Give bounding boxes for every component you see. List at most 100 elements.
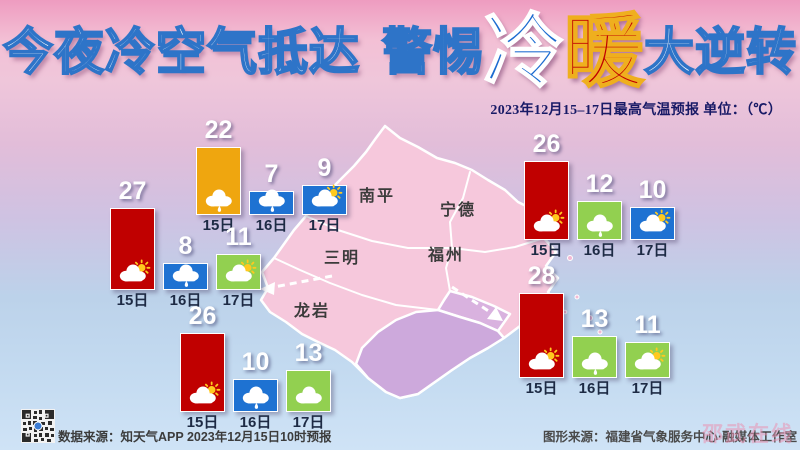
data-source-text: 数据来源：知天气APP 2023年12月15日10时预报 [58, 430, 332, 444]
partly-sunny-icon [119, 259, 150, 282]
temp-value: 13 [294, 339, 323, 367]
partly-sunny-icon-wrap [629, 347, 667, 376]
rain-icon [581, 352, 608, 375]
temp-value: 13 [580, 305, 609, 333]
date-label: 15日 [525, 380, 558, 397]
temp-bar-lower-left-1 [180, 333, 225, 412]
temp-value: 9 [317, 154, 332, 182]
date-label: 15日 [116, 292, 149, 309]
cloudy-icon-wrap [290, 382, 328, 410]
partly-sunny-icon [533, 209, 564, 232]
forecast-subtitle: 2023年12月15–17日最高气温预报 单位：（℃） [490, 103, 782, 118]
temp-bar-lower-right-1 [519, 293, 564, 378]
rain-icon-wrap [200, 185, 238, 213]
region-label-宁德: 宁德 [440, 200, 476, 219]
temp-value: 11 [225, 223, 252, 251]
region-label-福州: 福州 [427, 245, 464, 264]
temp-value: 22 [204, 116, 233, 144]
date-label: 16日 [583, 242, 616, 259]
date-label: 16日 [578, 380, 611, 397]
date-label: 17日 [631, 380, 664, 397]
temp-bar-upper-right-1 [524, 161, 569, 240]
title-part-5: 大逆转 [643, 24, 797, 80]
arrow-to-lowerright-group [451, 285, 491, 314]
rain-icon-wrap [167, 260, 205, 288]
partly-sunny-icon [189, 381, 220, 404]
watermark-text: 邵武在线 [702, 423, 794, 446]
partly-sunny-icon-wrap [528, 209, 566, 238]
temp-value: 10 [241, 348, 270, 376]
region-label-龙岩: 龙岩 [293, 301, 330, 320]
date-label: 16日 [255, 217, 288, 234]
rain-icon-wrap [253, 185, 291, 213]
temp-value: 27 [118, 177, 147, 205]
page-title: 今夜冷空气抵达 警惕 冷 暖 大逆转 [0, 7, 800, 96]
date-label: 17日 [292, 414, 325, 431]
rain-icon [586, 214, 613, 237]
temp-value: 11 [634, 311, 661, 339]
temp-bar-mid-left-1 [110, 208, 155, 290]
graphic-source-text: 图形来源：福建省气象服务中心·融媒体工作室 [543, 430, 798, 444]
rain-icon-wrap [576, 348, 614, 376]
rain-icon [258, 189, 285, 212]
rain-icon [205, 189, 232, 212]
rain-icon [172, 264, 199, 287]
title-warm-char: 暖 [563, 7, 645, 96]
date-label: 15日 [530, 242, 563, 259]
partly-sunny-icon [639, 209, 670, 232]
cloudy-icon [295, 386, 322, 404]
region-label-三明: 三明 [324, 249, 360, 267]
date-label: 16日 [169, 292, 202, 309]
date-label: 17日 [308, 217, 341, 234]
date-label: 17日 [222, 292, 255, 309]
partly-sunny-icon [225, 259, 256, 282]
partly-sunny-icon-wrap [114, 259, 152, 288]
title-cold-char: 冷 [483, 7, 565, 96]
temp-value: 26 [532, 130, 561, 158]
arrow-to-midleft-group [273, 274, 333, 289]
temp-bar-mid-left-2 [163, 263, 208, 290]
prefecture-borders [273, 171, 545, 311]
arrow-to-midleft-head [260, 282, 275, 295]
temp-bar-lower-left-3 [286, 370, 331, 412]
temp-value: 10 [638, 176, 667, 204]
partly-sunny-icon [311, 184, 342, 207]
partly-sunny-icon-wrap [523, 347, 561, 376]
date-label: 16日 [239, 414, 272, 431]
partly-sunny-icon-wrap [184, 381, 222, 410]
partly-sunny-icon-wrap [220, 259, 258, 288]
temp-value: 26 [188, 302, 217, 330]
title-part-1: 今夜冷空气抵达 [2, 24, 360, 80]
partly-sunny-icon [634, 347, 665, 370]
rain-icon [242, 386, 269, 409]
temp-bar-upper-left-3 [302, 184, 347, 215]
pointer-arrows [260, 274, 503, 321]
date-label: 15日 [202, 217, 235, 234]
arrow-to-lowerright-head [487, 307, 503, 321]
qr-center-logo [33, 421, 43, 431]
temp-bar-lower-left-2 [233, 379, 278, 412]
partly-sunny-icon-wrap [306, 184, 344, 213]
region-label-南平: 南平 [359, 186, 395, 205]
partly-sunny-icon-wrap [634, 209, 672, 238]
partly-sunny-icon [528, 347, 559, 370]
date-label: 15日 [186, 414, 219, 431]
temp-value: 8 [178, 232, 193, 260]
temp-value: 7 [264, 160, 279, 188]
temp-bar-upper-left-1 [196, 147, 241, 215]
temp-bar-lower-right-3 [625, 342, 670, 378]
qr-code [21, 409, 55, 443]
temp-value: 28 [527, 262, 556, 290]
south-region [354, 308, 506, 400]
temp-bar-upper-right-3 [630, 207, 675, 240]
date-label: 17日 [636, 242, 669, 259]
title-part-2: 警惕 [381, 24, 484, 80]
temp-value: 12 [585, 170, 614, 198]
temp-bar-mid-left-3 [216, 254, 261, 290]
rain-icon-wrap [237, 382, 275, 410]
rain-icon-wrap [581, 210, 619, 238]
temp-bar-lower-right-2 [572, 336, 617, 378]
